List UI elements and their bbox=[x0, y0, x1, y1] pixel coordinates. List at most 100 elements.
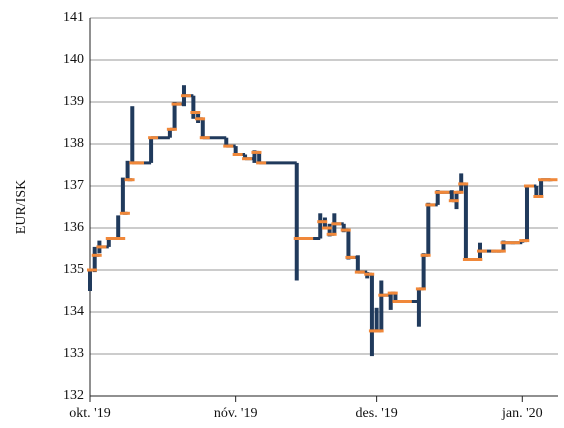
y-tick-label: 141 bbox=[63, 10, 84, 25]
close-tick bbox=[321, 226, 332, 230]
close-tick bbox=[91, 253, 102, 257]
close-tick bbox=[373, 329, 384, 333]
range-bar bbox=[106, 238, 111, 247]
range-bar bbox=[421, 253, 426, 289]
close-tick bbox=[223, 144, 234, 148]
range-bar bbox=[346, 230, 351, 260]
close-tick bbox=[345, 255, 356, 259]
close-tick bbox=[462, 258, 473, 261]
close-tick bbox=[148, 136, 159, 140]
range-bar bbox=[341, 223, 346, 233]
close-tick bbox=[425, 203, 436, 207]
close-tick bbox=[195, 117, 206, 121]
y-axis-label: EUR/ISK bbox=[14, 180, 29, 234]
y-tick-label: 138 bbox=[63, 136, 84, 151]
y-tick-label: 137 bbox=[63, 178, 84, 193]
close-tick bbox=[190, 111, 201, 114]
range-bar bbox=[393, 293, 398, 302]
range-bar bbox=[92, 246, 97, 273]
close-tick bbox=[439, 190, 450, 194]
range-bar bbox=[318, 213, 323, 239]
close-tick bbox=[171, 102, 182, 106]
close-tick bbox=[378, 293, 389, 297]
y-tick-label: 136 bbox=[63, 220, 84, 235]
close-tick bbox=[340, 228, 351, 232]
range-bar bbox=[355, 255, 360, 273]
range-bar bbox=[200, 118, 205, 138]
close-tick bbox=[232, 153, 243, 156]
close-tick bbox=[401, 300, 412, 303]
close-tick bbox=[87, 268, 97, 272]
range-bar bbox=[130, 106, 135, 163]
close-tick bbox=[115, 237, 126, 240]
y-tick-label: 139 bbox=[63, 94, 84, 109]
close-tick bbox=[331, 222, 342, 226]
close-tick bbox=[500, 241, 511, 245]
range-bar bbox=[388, 293, 393, 310]
close-tick bbox=[96, 245, 107, 249]
close-tick bbox=[415, 287, 426, 291]
x-tick-label: nóv. '19 bbox=[214, 406, 258, 421]
close-tick bbox=[105, 237, 116, 240]
range-bar bbox=[257, 152, 262, 163]
range-bar bbox=[524, 186, 529, 241]
x-tick-label: des. '19 bbox=[356, 406, 398, 421]
close-tick bbox=[519, 239, 530, 243]
close-tick bbox=[392, 300, 403, 303]
range-bar bbox=[224, 137, 229, 147]
close-tick bbox=[472, 258, 483, 261]
range-bar bbox=[369, 274, 374, 357]
close-tick bbox=[119, 211, 130, 215]
close-tick bbox=[354, 270, 365, 274]
close-tick bbox=[251, 150, 262, 154]
range-bar bbox=[243, 154, 248, 159]
range-bar bbox=[88, 270, 92, 291]
range-bar bbox=[120, 177, 125, 214]
close-tick bbox=[477, 249, 487, 253]
range-bar bbox=[501, 240, 506, 252]
range-bar bbox=[426, 202, 431, 256]
close-tick bbox=[317, 220, 328, 224]
close-tick bbox=[180, 94, 191, 98]
close-tick bbox=[199, 136, 210, 140]
range-bar bbox=[435, 190, 440, 205]
range-bar bbox=[233, 146, 238, 155]
x-tick-label: jan. '20 bbox=[501, 406, 543, 421]
y-tick-label: 132 bbox=[63, 388, 84, 403]
range-bar bbox=[327, 223, 332, 237]
close-tick bbox=[495, 249, 506, 253]
range-bar bbox=[167, 129, 172, 138]
close-tick bbox=[533, 195, 544, 198]
range-bar bbox=[172, 102, 177, 130]
close-tick bbox=[453, 190, 464, 194]
close-tick bbox=[133, 161, 144, 165]
range-bar bbox=[191, 95, 196, 119]
close-tick bbox=[303, 237, 314, 240]
range-bar bbox=[116, 215, 121, 239]
range-bar bbox=[125, 160, 130, 180]
y-tick-label: 133 bbox=[63, 346, 84, 361]
range-bar bbox=[534, 186, 539, 197]
close-tick bbox=[458, 182, 469, 186]
close-tick bbox=[364, 272, 375, 276]
range-bar bbox=[463, 183, 468, 260]
range-bar bbox=[149, 137, 154, 163]
close-tick bbox=[166, 127, 177, 131]
close-tick bbox=[242, 157, 253, 161]
y-tick-label: 134 bbox=[63, 304, 84, 319]
x-tick-label: okt. '19 bbox=[69, 406, 110, 421]
range-bar bbox=[449, 190, 454, 201]
range-bar bbox=[379, 280, 384, 331]
close-tick bbox=[509, 241, 520, 245]
close-tick bbox=[420, 253, 431, 257]
range-bar bbox=[374, 307, 379, 331]
close-tick bbox=[523, 184, 534, 188]
range-bar bbox=[252, 150, 257, 163]
close-tick bbox=[124, 178, 135, 182]
close-tick bbox=[293, 237, 304, 240]
range-bar bbox=[539, 179, 544, 197]
close-tick bbox=[448, 199, 459, 203]
close-tick bbox=[387, 291, 398, 295]
range-bar bbox=[294, 162, 299, 281]
